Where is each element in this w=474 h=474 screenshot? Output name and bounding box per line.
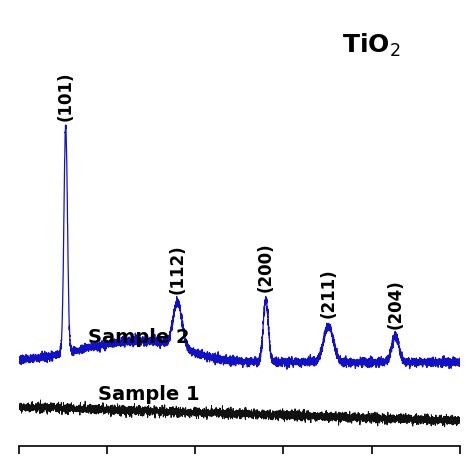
Text: (112): (112) — [169, 245, 187, 294]
Text: (200): (200) — [257, 243, 275, 292]
Text: (101): (101) — [57, 72, 75, 121]
Text: (211): (211) — [319, 268, 337, 318]
Text: Sample 1: Sample 1 — [98, 385, 200, 404]
Text: TiO$_2$: TiO$_2$ — [342, 31, 401, 59]
Text: (204): (204) — [386, 279, 404, 329]
Text: Sample 2: Sample 2 — [88, 328, 189, 347]
